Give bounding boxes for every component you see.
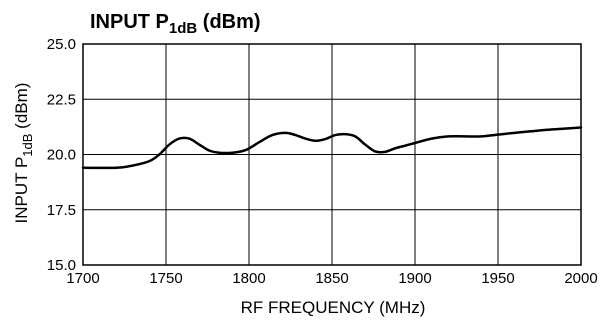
y-axis-label-unit: (dBm) xyxy=(12,83,31,134)
x-axis-label: RF FREQUENCY (MHz) xyxy=(241,298,426,317)
plot-frame xyxy=(82,43,582,266)
chart-title-main: INPUT P xyxy=(90,11,169,33)
chart-title-unit: (dBm) xyxy=(197,11,260,33)
y-tick-label: 17.5 xyxy=(47,202,76,219)
y-axis-label-main: INPUT P xyxy=(12,157,31,224)
x-axis-ticks: 1700 1750 1800 1850 1900 1950 2000 xyxy=(66,270,597,287)
x-tick-label: 1700 xyxy=(66,270,99,287)
x-tick-label: 1750 xyxy=(149,270,182,287)
y-axis-label: INPUT P1dB (dBm) xyxy=(12,83,35,224)
y-axis-label-subscript: 1dB xyxy=(20,134,35,157)
chart-title-subscript: 1dB xyxy=(169,20,198,37)
y-tick-label: 22.5 xyxy=(47,91,76,108)
x-tick-label: 1900 xyxy=(398,270,431,287)
y-tick-label: 25.0 xyxy=(47,36,76,53)
y-tick-label: 15.0 xyxy=(47,257,76,274)
x-tick-label: 1950 xyxy=(481,270,514,287)
y-axis-ticks: 15.0 17.5 20.0 22.5 25.0 xyxy=(47,36,76,274)
x-tick-label: 2000 xyxy=(564,270,597,287)
series-line xyxy=(81,126,583,170)
chart-title: INPUT P1dB (dBm) xyxy=(90,11,261,37)
x-tick-label: 1800 xyxy=(232,270,265,287)
y-tick-label: 20.0 xyxy=(47,147,76,164)
x-tick-label: 1850 xyxy=(315,270,348,287)
plot-area xyxy=(81,43,583,266)
